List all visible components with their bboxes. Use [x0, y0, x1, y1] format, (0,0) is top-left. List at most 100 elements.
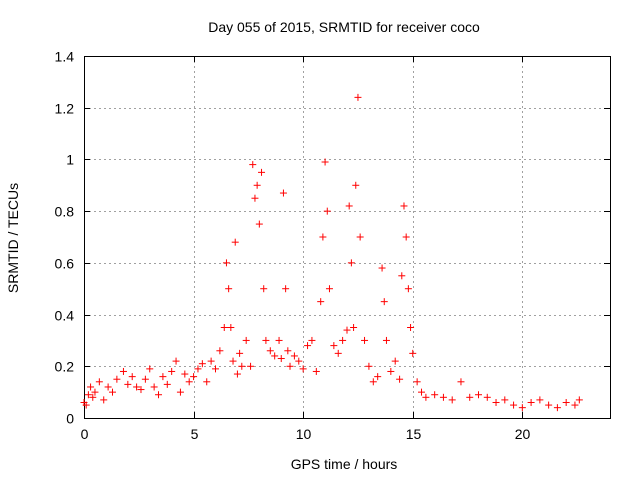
data-point: [317, 298, 325, 306]
data-point: [181, 370, 189, 378]
data-point: [404, 285, 412, 293]
data-point: [185, 378, 193, 386]
x-tick-label: 10: [296, 426, 312, 442]
grid-lines: [84, 56, 610, 418]
data-point: [172, 357, 180, 365]
data-point: [510, 401, 518, 409]
data-point: [260, 285, 268, 293]
data-point: [312, 367, 320, 375]
data-point: [253, 181, 261, 189]
data-point: [380, 298, 388, 306]
data-point: [334, 349, 342, 357]
y-tick-label: 0.2: [55, 359, 75, 375]
data-point: [190, 373, 198, 381]
data-point: [227, 324, 235, 331]
data-point: [402, 233, 410, 241]
data-point: [104, 383, 112, 391]
data-point: [439, 393, 447, 401]
data-point: [545, 401, 553, 409]
data-point: [155, 391, 163, 399]
data-point: [398, 272, 406, 280]
data-point: [87, 383, 95, 391]
x-tick-label: 20: [515, 426, 531, 442]
y-tick-label: 0.6: [55, 256, 75, 272]
y-tick-label: 1: [66, 152, 74, 168]
data-point: [323, 207, 331, 215]
data-point: [396, 375, 404, 383]
data-point: [347, 259, 355, 267]
data-point: [277, 355, 285, 363]
data-point: [290, 352, 298, 360]
data-point: [345, 202, 353, 210]
data-point: [343, 326, 351, 334]
data-point: [119, 367, 127, 375]
data-point: [146, 365, 154, 373]
data-point: [124, 380, 132, 388]
y-tick-label: 0.8: [55, 204, 75, 220]
data-point: [141, 375, 149, 383]
data-point: [216, 347, 224, 355]
data-point: [352, 181, 360, 189]
data-point: [330, 342, 338, 350]
data-point: [176, 388, 184, 396]
y-tick-label: 1.4: [55, 49, 75, 65]
data-point: [466, 393, 474, 401]
data-point: [255, 220, 263, 228]
data-point: [194, 365, 202, 373]
data-point: [238, 362, 246, 370]
data-point: [275, 336, 283, 344]
data-point: [233, 370, 241, 378]
data-point: [571, 401, 579, 409]
data-point: [527, 398, 535, 406]
data-points: [80, 93, 583, 412]
data-point: [536, 396, 544, 404]
data-point: [225, 285, 233, 293]
data-point: [229, 357, 237, 365]
data-point: [159, 373, 167, 381]
axis-ticks: 0 5 10 15 20 0 0.2 0.4 0.6 0.8 1 1.2 1.4: [55, 49, 610, 442]
data-point: [163, 380, 171, 388]
data-point: [391, 357, 399, 365]
data-point: [409, 349, 417, 357]
data-point: [369, 378, 377, 386]
data-point: [457, 378, 465, 386]
data-point: [553, 404, 561, 412]
data-point: [247, 362, 255, 370]
data-point: [304, 342, 312, 350]
data-point: [501, 396, 509, 404]
data-point: [382, 336, 390, 344]
data-point: [231, 238, 239, 246]
data-point: [251, 194, 259, 202]
data-point: [212, 365, 219, 373]
data-point: [400, 202, 408, 210]
data-point: [308, 336, 316, 344]
data-point: [295, 357, 303, 365]
y-tick-label: 0: [66, 411, 74, 427]
data-point: [378, 264, 386, 272]
data-point: [242, 336, 250, 344]
data-point: [418, 388, 426, 396]
data-point: [492, 398, 500, 406]
data-point: [84, 391, 92, 399]
data-point: [82, 401, 90, 409]
data-point: [325, 285, 333, 293]
data-point: [249, 161, 257, 169]
data-point: [361, 336, 369, 344]
data-point: [319, 233, 327, 241]
x-axis-label: GPS time / hours: [291, 456, 398, 472]
x-tick-label: 0: [81, 426, 89, 442]
data-point: [266, 347, 274, 355]
data-point: [198, 360, 206, 368]
data-point: [91, 388, 99, 396]
data-point: [279, 189, 287, 197]
data-point: [113, 375, 121, 383]
data-point: [483, 393, 491, 401]
data-point: [407, 324, 415, 331]
data-point: [137, 386, 145, 394]
data-point: [207, 357, 215, 365]
y-tick-label: 0.4: [55, 308, 75, 324]
data-point: [422, 393, 430, 401]
data-point: [282, 285, 290, 293]
x-tick-label: 15: [406, 426, 422, 442]
